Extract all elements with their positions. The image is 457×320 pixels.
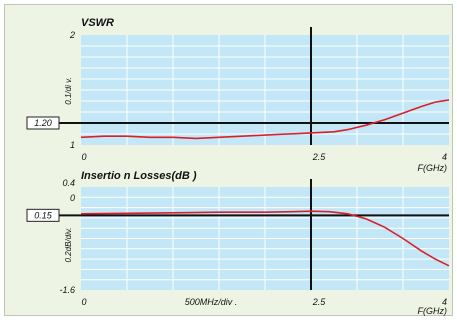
reference-value-box (26, 208, 60, 222)
series-curve (80, 210, 450, 267)
chart-panel: 1.20 VSWR 2 1 0 2.5 4 F(GHz) 0.1/di v. 0.15 Insert… (4, 4, 453, 316)
x-axis-label: F(GHz) (418, 163, 448, 173)
x-tick-label: 2.5 (312, 297, 327, 307)
x-tick-label: 0 (81, 152, 86, 162)
y-axis-label: 0.2dB/div. (64, 228, 73, 263)
y-tick-label: 2 (69, 30, 75, 40)
reference-value-box (26, 116, 60, 130)
y-tick-label: 1 (70, 140, 75, 150)
x-axis-label: F(GHz) (418, 306, 448, 316)
reference-value-label: 1.20 (34, 118, 52, 128)
reference-value-label: 0.15 (34, 210, 53, 220)
x-tick-label: 4 (442, 152, 447, 162)
chart-title: VSWR (81, 17, 114, 29)
y-tick-label: -1.6 (59, 285, 75, 295)
y-tick-label: 0 (70, 193, 75, 203)
y-axis-label: 0.1/di v. (64, 77, 73, 104)
x-tick-label: 500MHz/div . (185, 297, 238, 307)
series-curve (80, 99, 450, 140)
x-tick-label: 0 (81, 297, 86, 307)
x-tick-label: 4 (442, 297, 447, 307)
x-tick-label: 2.5 (312, 152, 327, 162)
y-tick-label: 0.4 (62, 178, 75, 188)
chart-title: Insertio n Losses(dB ) (81, 170, 197, 182)
